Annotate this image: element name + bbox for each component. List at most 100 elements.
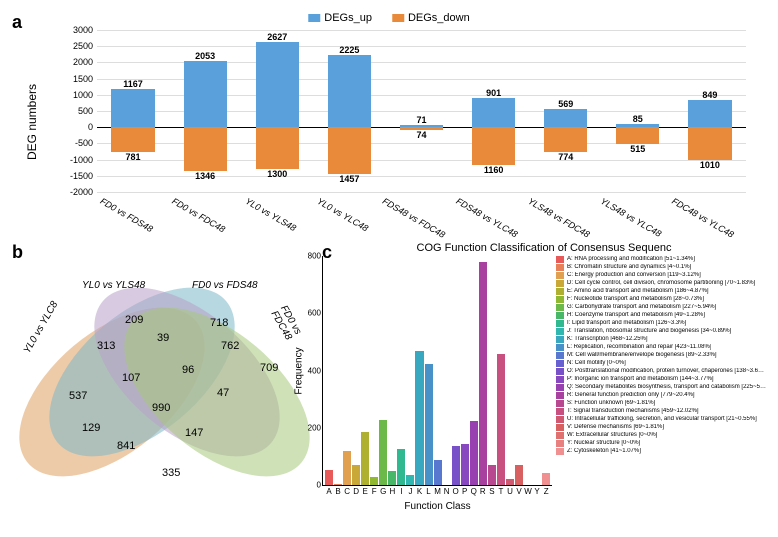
venn-region-count: 107 [122,372,140,384]
xlabel-c-item: A [326,487,331,496]
legend-c-row: M: Cell wall/membrane/envelope biogenesi… [556,352,766,360]
bargroup: 569774YLS48 vs FDC48 [530,30,602,192]
panel-b: b 53720971870931339762107964712999014784… [12,242,312,502]
xlabel-c-item: Q [471,487,477,496]
legend-c-row: O: Posttranslational modification, prote… [556,368,766,376]
venn-region-count: 762 [221,340,239,352]
venn-set-label: FD0 vs FDC48 [268,304,303,343]
xlabel-c-item: G [380,487,386,496]
venn-region-count: 209 [125,314,143,326]
bar-c [343,451,351,485]
venn-region-count: 96 [182,364,194,376]
bargroup: 85515YLS48 vs YLC48 [602,30,674,192]
bar-c [325,470,333,485]
xlabel-c-item: J [408,487,412,496]
xlabel-c-item: B [335,487,340,496]
xlabel-c-item: Z [544,487,549,496]
venn-set-label: YL0 vs YLS48 [82,280,145,291]
legend-c-row: L: Replication, recombination and repair… [556,344,766,352]
title-c: COG Function Classification of Consensus… [322,242,766,254]
legend-c-row: F: Nucleotide transport and metabolism [… [556,296,766,304]
xlabel-c-item: S [489,487,494,496]
legend-c-row: B: Chromatin structure and dynamics [4~0… [556,264,766,272]
legend-c-row: E: Amino acid transport and metabolism [… [556,288,766,296]
xlabel-c-item: H [389,487,395,496]
legend-c-row: S: Function unknown [69~1.81%] [556,400,766,408]
bar-c [352,465,360,485]
venn-region-count: 709 [260,362,278,374]
bar-c [515,465,523,485]
venn-region-count: 147 [185,427,203,439]
chart-c: Frequency ABCDEFGHIJKLMNOPQRSTUVWYZ Func… [322,256,552,486]
bar-c [506,479,514,485]
xlabel-c-item: R [480,487,486,496]
venn-region-count: 335 [162,467,180,479]
xlabel-c-item: D [353,487,359,496]
bar-c [334,484,342,485]
venn-diagram: 5372097187093133976210796471299901478413… [22,272,302,492]
bar-c [461,444,469,485]
legend-a: DEGs_up DEGs_down [308,12,469,24]
legend-up-swatch [308,14,320,22]
legend-c-row: Z: Cytoskeleton [41~1.07%] [556,448,766,456]
legend-c-row: N: Cell motility [0~0%] [556,360,766,368]
xlabel-c-item: V [516,487,521,496]
legend-c-row: W: Extracellular structures [0~0%] [556,432,766,440]
bargroup: 1167781FD0 vs FDS48 [97,30,169,192]
venn-region-count: 841 [117,440,135,452]
legend-c-row: I: Lipid transport and metabolism [126~3… [556,320,766,328]
bar-c [497,354,505,485]
legend-c-row: C: Energy production and conversion [119… [556,272,766,280]
xlabel-c-item: F [372,487,377,496]
bar-c [379,420,387,485]
venn-set-label: YL0 vs YLC8 [22,300,61,356]
legend-c-row: H: Coenzyme transport and metabolism [49… [556,312,766,320]
legend-c-row: U: Intracellular trafficking, secretion,… [556,416,766,424]
bar-c [425,364,433,485]
legend-down-text: DEGs_down [408,12,470,24]
bargroup: 9011160FDS48 vs YLC48 [458,30,530,192]
xlabel-c-item: E [363,487,368,496]
legend-c-row: R: General function prediction only [779… [556,392,766,400]
panel-a-label: a [12,12,22,33]
bar-c [479,262,487,485]
bar-c [397,449,405,485]
xlabel-c-item: P [462,487,467,496]
xlabel-c-item: C [344,487,350,496]
panel-b-label: b [12,242,23,263]
bar-c [406,475,414,485]
bar-c [470,421,478,485]
legend-c-row: J: Translation, ribosomal structure and … [556,328,766,336]
bargroup: 26271300YL0 vs YLS48 [241,30,313,192]
bar-c [434,460,442,485]
ylabel-a: DEG numbers [25,84,39,160]
legend-c-row: Q: Secondary metabolites biosynthesis, t… [556,384,766,392]
xlabel-c-item: W [524,487,532,496]
legend-c-row: G: Carbohydrate transport and metabolism… [556,304,766,312]
bar-c [415,351,423,485]
bar-c [488,465,496,485]
venn-region-count: 39 [157,332,169,344]
bar-c [370,477,378,485]
venn-region-count: 718 [210,317,228,329]
bar-c [542,473,550,485]
legend-up-text: DEGs_up [324,12,372,24]
bar-c [452,446,460,486]
legend-down-swatch [392,14,404,22]
venn-region-count: 129 [82,422,100,434]
xlabel-c-item: Y [534,487,539,496]
bar-c [361,432,369,485]
xlabel-c-item: K [417,487,422,496]
ylabel-c: Frequency [294,347,305,394]
bargroup: 7174FDS48 vs FDC48 [385,30,457,192]
venn-region-count: 990 [152,402,170,414]
xlabel-c: Function Class [404,501,470,512]
panel-a: a DEGs_up DEGs_down DEG numbers -2000-15… [12,12,766,232]
venn-region-count: 47 [217,387,229,399]
xlabel-c-item: O [453,487,459,496]
xlabel-c-item: M [434,487,441,496]
xlabel-c-item: I [400,487,402,496]
legend-c: A: RNA processing and modification [51~1… [556,256,766,486]
bargroup: 20531346FD0 vs FDC48 [169,30,241,192]
legend-c-row: K: Transcription [468~12.25%] [556,336,766,344]
